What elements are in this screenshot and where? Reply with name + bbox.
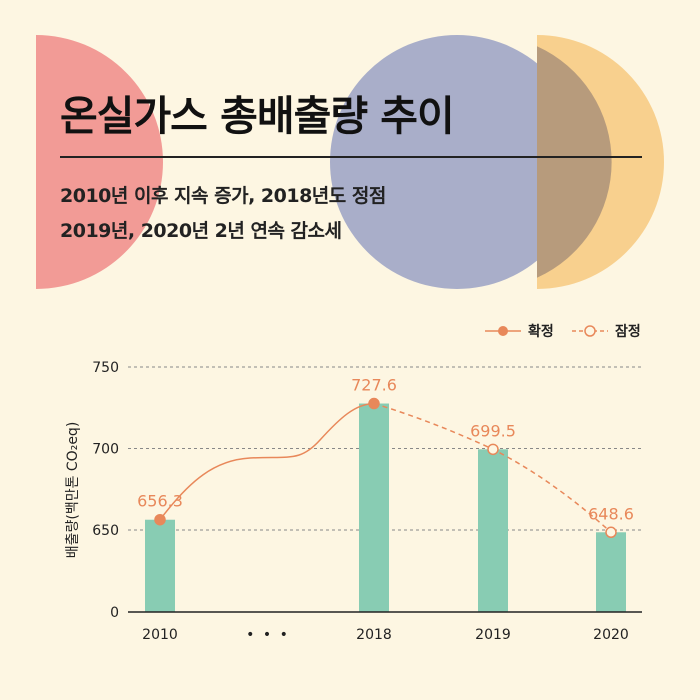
confirmed-line <box>159 402 375 521</box>
value-labels: 656.3 727.6 699.5 648.6 <box>137 376 634 524</box>
y-tick-label: 700 <box>92 442 119 458</box>
y-tick-labels: 0 650 700 750 <box>92 360 119 621</box>
data-points <box>154 397 617 539</box>
subtitle-line-2: 2019년, 2020년 2년 연속 감소세 <box>60 220 342 242</box>
y-axis-label: 배출량(백만톤 CO₂eq) <box>65 422 81 559</box>
gridlines <box>128 366 642 531</box>
point-2020 <box>605 526 617 539</box>
blue-circle <box>330 35 584 289</box>
x-tick-labels: 2010 2018 2019 2020 • • • <box>142 627 629 643</box>
bars <box>145 403 626 612</box>
y-tick-label: 0 <box>110 605 119 621</box>
legend-provisional-marker <box>584 325 596 337</box>
y-tick-label: 750 <box>92 360 119 376</box>
axis-break-dots: • • • <box>246 627 290 643</box>
bar-2020 <box>596 532 626 612</box>
x-tick-label: 2019 <box>475 627 511 643</box>
red-half-circle <box>36 35 163 289</box>
point-2018 <box>368 397 380 410</box>
circle-overlap <box>537 46 612 278</box>
y-tick-label: 650 <box>92 523 119 539</box>
legend: 확정 잠정 <box>485 323 641 340</box>
bar-2018 <box>359 403 389 612</box>
value-label-2010: 656.3 <box>137 492 183 511</box>
legend-provisional-label: 잠정 <box>615 323 641 340</box>
bar-2019 <box>478 449 508 612</box>
legend-confirmed-marker <box>498 326 508 336</box>
title-divider <box>60 156 642 158</box>
point-2010 <box>154 513 166 526</box>
value-label-2018: 727.6 <box>351 376 397 395</box>
point-2019 <box>487 443 499 456</box>
page-title: 온실가스 총배출량 추이 <box>60 92 455 140</box>
value-label-2019: 699.5 <box>470 421 516 440</box>
x-tick-label: 2020 <box>593 627 629 643</box>
value-label-2020: 648.6 <box>588 504 634 523</box>
bar-2010 <box>145 519 175 612</box>
legend-confirmed-label: 확정 <box>528 323 554 340</box>
x-tick-label: 2010 <box>142 627 178 643</box>
subtitle-line-1: 2010년 이후 지속 증가, 2018년도 정점 <box>60 185 386 207</box>
x-tick-label: 2018 <box>356 627 392 643</box>
